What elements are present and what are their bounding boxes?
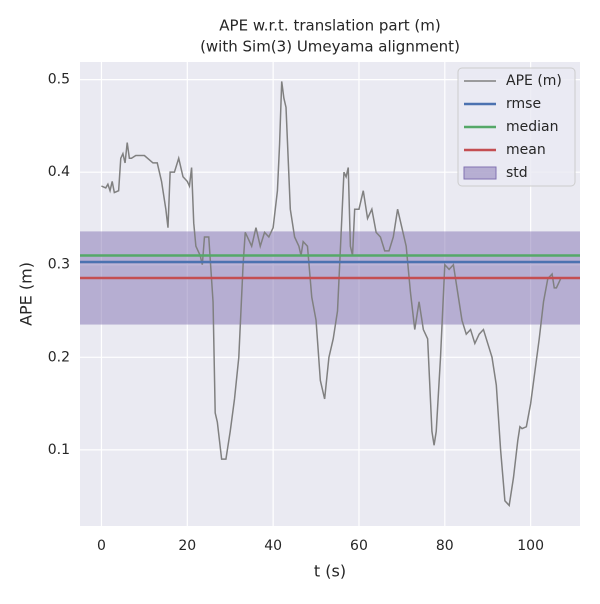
y-tick-label: 0.3	[48, 257, 70, 273]
y-tick-label: 0.4	[48, 164, 70, 180]
legend-label: std	[506, 165, 528, 181]
x-tick-label: 40	[264, 538, 282, 554]
x-tick-label: 60	[350, 538, 368, 554]
legend-box	[457, 67, 576, 187]
x-axis-label: t (s)	[314, 562, 346, 581]
y-tick-label: 0.1	[48, 442, 70, 458]
y-axis-label: APE (m)	[17, 262, 36, 326]
legend-label: mean	[506, 142, 546, 158]
legend-swatch	[463, 166, 497, 180]
chart-subtitle: (with Sim(3) Umeyama alignment)	[200, 38, 460, 56]
x-tick-label: 20	[178, 538, 196, 554]
x-tick-label: 100	[517, 538, 544, 554]
legend-label: median	[506, 119, 558, 135]
y-tick-label: 0.5	[48, 72, 70, 88]
y-tick-label: 0.2	[48, 349, 70, 365]
legend-label: rmse	[506, 96, 541, 112]
legend-label: APE (m)	[506, 73, 562, 89]
chart-title: APE w.r.t. translation part (m)	[219, 17, 440, 35]
data-line	[101, 81, 562, 508]
x-tick-label: 0	[97, 538, 106, 554]
x-tick-label: 80	[436, 538, 454, 554]
